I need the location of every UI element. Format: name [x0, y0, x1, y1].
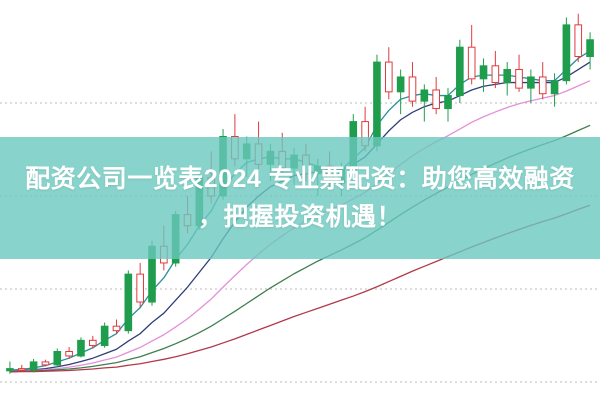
- candle: [420, 84, 429, 122]
- candle: [527, 69, 535, 103]
- candle-body: [479, 65, 488, 80]
- candle: [124, 270, 133, 334]
- candle-body: [538, 76, 547, 95]
- candle-body: [88, 339, 97, 347]
- candle-body: [6, 368, 14, 372]
- candle-body: [515, 69, 523, 89]
- candle-body: [574, 24, 583, 57]
- candle-body: [432, 89, 440, 110]
- candle: [491, 50, 500, 89]
- candle: [408, 62, 417, 107]
- candle: [503, 62, 512, 96]
- candle: [396, 69, 405, 115]
- candle-body: [17, 368, 26, 371]
- candle-body: [586, 39, 594, 57]
- candle-body: [527, 76, 535, 89]
- candle: [456, 39, 464, 103]
- candle: [17, 364, 26, 371]
- candle: [53, 348, 62, 368]
- candle: [574, 13, 583, 63]
- candle-body: [41, 361, 50, 366]
- candle: [467, 24, 476, 85]
- candle-body: [562, 24, 571, 82]
- candle: [112, 319, 121, 334]
- candle-body: [396, 76, 405, 93]
- candle-body: [112, 325, 121, 332]
- candle-body: [77, 339, 85, 357]
- promo-overlay-band: 配资公司一览表2024 专业票配资：助您高效融资 ，把握投资机遇！: [0, 137, 600, 259]
- candle: [77, 337, 85, 358]
- candle: [550, 73, 559, 107]
- candle-body: [136, 273, 144, 303]
- candle: [432, 76, 440, 115]
- candle-body: [503, 69, 512, 84]
- candle-body: [53, 350, 62, 366]
- candle-body: [29, 361, 38, 371]
- candle-body: [100, 325, 109, 347]
- candle: [444, 88, 452, 122]
- candle-body: [124, 273, 133, 332]
- promo-overlay-text: 配资公司一览表2024 专业票配资：助您高效融资 ，把握投资机遇！: [10, 160, 590, 236]
- candle: [384, 47, 393, 100]
- candle-body: [456, 46, 464, 97]
- candle: [586, 32, 594, 70]
- candle-body: [384, 61, 393, 93]
- candle-body: [420, 89, 429, 102]
- candle-body: [491, 65, 500, 84]
- candle: [6, 361, 14, 374]
- candle: [562, 17, 571, 85]
- candle-body: [408, 76, 417, 102]
- candle: [88, 335, 97, 349]
- promo-line-1: 配资公司一览表2024 专业票配资：助您高效融资: [25, 165, 575, 193]
- candle: [41, 359, 50, 367]
- candle-body: [65, 350, 73, 357]
- candle: [136, 262, 144, 308]
- candle: [65, 347, 73, 359]
- promo-line-2: ，把握投资机遇！: [197, 203, 402, 231]
- candle: [479, 58, 488, 92]
- candle-body: [550, 80, 559, 95]
- candle-body: [444, 95, 452, 110]
- candle: [100, 322, 109, 348]
- candle: [515, 54, 523, 92]
- candle: [29, 358, 38, 373]
- candle: [538, 62, 547, 100]
- candle-body: [373, 61, 381, 147]
- candle-body: [467, 46, 476, 80]
